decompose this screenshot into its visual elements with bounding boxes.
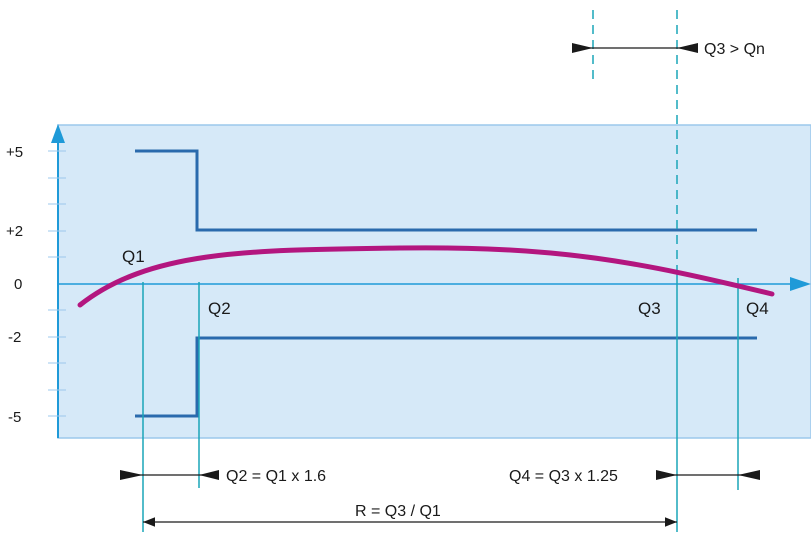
x-axis-arrow-icon bbox=[790, 277, 811, 291]
upper-error-limit bbox=[135, 149, 757, 232]
q1-label: Q1 bbox=[122, 247, 145, 266]
y-axis-arrow-icon bbox=[51, 124, 65, 143]
q2-dim-right-arrow-icon bbox=[199, 470, 219, 480]
q4-dim-left-arrow-icon bbox=[656, 470, 677, 480]
chart-panel bbox=[57, 124, 811, 439]
y-tick-minus2: -2 bbox=[8, 329, 21, 346]
range-formula: R = Q3 / Q1 bbox=[355, 503, 441, 520]
q2-formula: Q2 = Q1 x 1.6 bbox=[226, 468, 326, 485]
q4-dim-right-arrow-icon bbox=[738, 470, 760, 480]
q2-label: Q2 bbox=[208, 299, 231, 318]
lower-error-limit bbox=[135, 336, 757, 418]
meter-error-curve bbox=[77, 245, 775, 308]
q4-formula: Q4 = Q3 x 1.25 bbox=[509, 468, 618, 485]
q4-label: Q4 bbox=[746, 299, 769, 318]
y-tick-zero: 0 bbox=[14, 276, 22, 293]
y-tick-plus5: +5 bbox=[6, 144, 23, 161]
q3-vs-qn-annotation: Q3 > Qn bbox=[704, 41, 765, 58]
q3-qn-right-arrow-icon bbox=[677, 43, 698, 53]
y-tick-plus2: +2 bbox=[6, 223, 23, 240]
q2-dim-left-arrow-icon bbox=[120, 470, 143, 480]
q3-qn-left-arrow-icon bbox=[572, 43, 593, 53]
y-tick-minus5: -5 bbox=[8, 409, 21, 426]
y-axis-tick-marks bbox=[48, 150, 66, 417]
q3-label: Q3 bbox=[638, 299, 661, 318]
